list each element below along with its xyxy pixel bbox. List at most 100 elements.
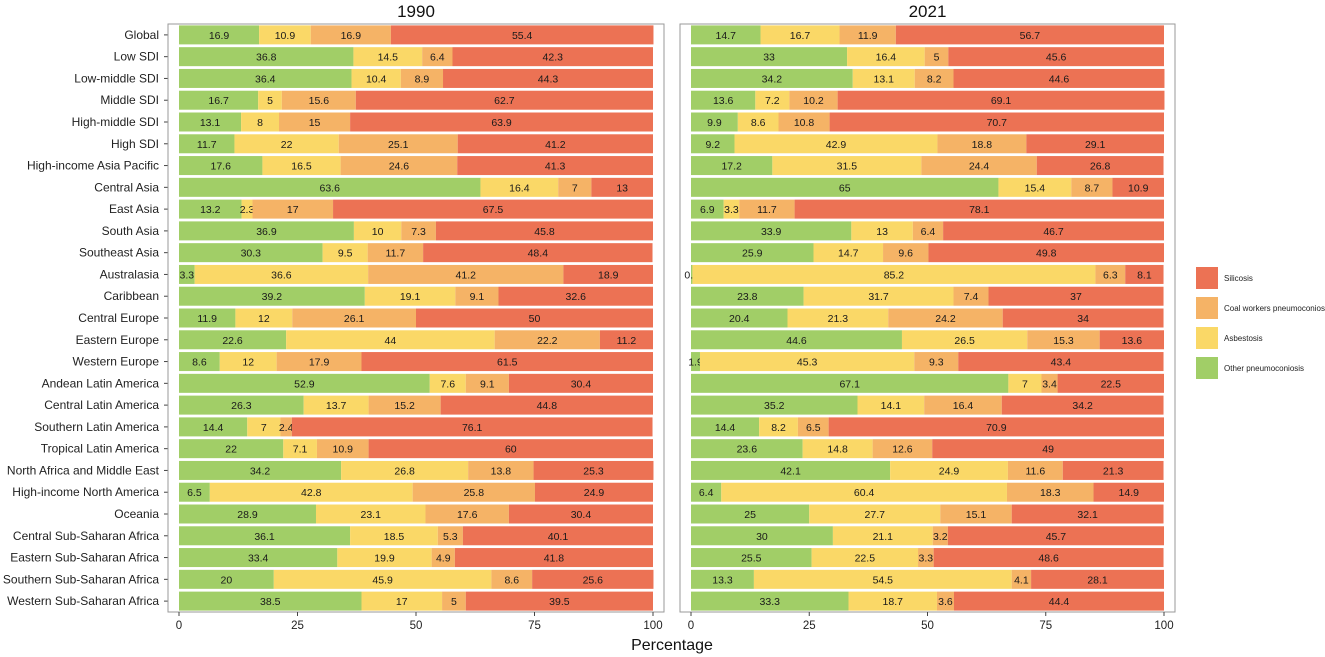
data-label: 7: [1022, 378, 1028, 390]
bar-1990-central-asia-asbestosis: [480, 177, 559, 197]
legend-swatch-other-pneumoconiosis: [1196, 357, 1218, 379]
data-label: 31.5: [837, 161, 858, 173]
bar-1990-central-latin-america-asbestosis: [303, 395, 369, 415]
bar-1990-north-africa-and-middle-east-silicosis: [533, 460, 654, 480]
category-labels: Global Low SDI Low-middle SDI Middle SDI Hig…: [3, 28, 168, 608]
bar-2021-southern-sub-saharan-africa-other-pneumoconiosis: [691, 569, 754, 589]
category-label-middle-sdi: Middle SDI: [100, 93, 159, 107]
data-label: 14.4: [203, 422, 224, 434]
bar-1990-central-sub-saharan-africa-coal-workers-pneumoconiosis: [437, 526, 463, 546]
bar-1990-middle-sdi-coal-workers-pneumoconiosis: [281, 90, 356, 110]
bar-1990-global-asbestosis: [259, 25, 311, 45]
bar-2021-southeast-asia-asbestosis: [813, 243, 884, 263]
bar-1990-caribbean-asbestosis: [364, 286, 456, 306]
x-tick-label: 100: [1154, 620, 1173, 632]
x-tick-label: 0: [688, 620, 694, 632]
bar-2021-southeast-asia-silicosis: [928, 243, 1164, 263]
data-label: 60: [505, 444, 517, 456]
bar-2021-australasia-asbestosis: [692, 264, 1096, 284]
data-label: 15.4: [1025, 182, 1046, 194]
data-label: 30: [756, 531, 768, 543]
bar-2021-eastern-sub-saharan-africa-asbestosis: [811, 548, 919, 568]
bar-1990-central-asia-coal-workers-pneumoconiosis: [558, 177, 592, 197]
bar-1990-tropical-latin-america-other-pneumoconiosis: [179, 439, 284, 459]
bar-1990-global-silicosis: [390, 25, 654, 45]
data-label: 16.7: [208, 95, 229, 107]
bar-2021-high-sdi-asbestosis: [734, 134, 938, 154]
bar-2021-oceania-silicosis: [1011, 504, 1164, 524]
data-label: 41.2: [456, 269, 477, 281]
data-label: 30.3: [241, 248, 262, 260]
category-label-central-sub-saharan-africa: Central Sub-Saharan Africa: [13, 529, 159, 543]
data-label: 69.1: [991, 95, 1012, 107]
bar-1990-central-sub-saharan-africa-silicosis: [462, 526, 653, 546]
data-label: 6.9: [700, 204, 715, 216]
data-label: 36.4: [255, 73, 276, 85]
bar-2021-western-sub-saharan-africa-other-pneumoconiosis: [691, 591, 849, 611]
data-label: 36.8: [256, 52, 277, 64]
bar-2021-east-asia-silicosis: [794, 199, 1164, 219]
bar-1990-oceania-silicosis: [508, 504, 653, 524]
data-label: 44: [385, 335, 397, 347]
bar-1990-south-asia-other-pneumoconiosis: [179, 221, 354, 241]
data-label: 13.1: [874, 73, 895, 85]
data-label: 30.4: [571, 509, 592, 521]
data-label: 2.4: [279, 422, 294, 434]
data-label: 85.2: [884, 269, 905, 281]
data-label: 3.2: [933, 531, 948, 543]
bar-1990-central-asia-silicosis: [591, 177, 653, 197]
bar-1990-low-sdi-coal-workers-pneumoconiosis: [422, 47, 453, 67]
data-label: 25: [744, 509, 756, 521]
data-label: 19.9: [374, 553, 395, 565]
data-label: 25.3: [583, 465, 604, 477]
bar-1990-middle-sdi-asbestosis: [258, 90, 282, 110]
bar-2021-caribbean-other-pneumoconiosis: [691, 286, 804, 306]
category-label-australasia: Australasia: [100, 267, 160, 281]
data-label: 14.7: [838, 248, 859, 260]
data-label: 42.3: [543, 52, 564, 64]
bar-2021-high-income-north-america-other-pneumoconiosis: [691, 482, 722, 502]
bar-1990-high-income-asia-pacific-asbestosis: [262, 156, 341, 176]
data-label: 7.3: [411, 226, 426, 238]
data-label: 56.7: [1020, 30, 1041, 42]
legend-label-other-pneumoconiosis: Other pneumoconiosis: [1224, 364, 1304, 373]
bar-1990-central-asia-other-pneumoconiosis: [179, 177, 481, 197]
bar-2021-central-asia-coal-workers-pneumoconiosis: [1071, 177, 1113, 197]
bar-1990-andean-latin-america-other-pneumoconiosis: [179, 373, 430, 393]
data-label: 39.2: [262, 291, 283, 303]
data-label: 8.1: [1137, 269, 1152, 281]
data-label: 14.9: [1119, 487, 1140, 499]
data-label: 13.8: [491, 465, 512, 477]
data-label: 63.9: [491, 117, 512, 129]
bar-1990-central-europe-asbestosis: [235, 308, 293, 328]
data-label: 7.4: [964, 291, 979, 303]
bar-2021-north-africa-and-middle-east-silicosis: [1062, 460, 1164, 480]
bar-1990-australasia-other-pneumoconiosis: [179, 264, 195, 284]
bar-1990-low-middle-sdi-coal-workers-pneumoconiosis: [400, 68, 444, 88]
bar-2021-high-income-asia-pacific-other-pneumoconiosis: [691, 156, 773, 176]
bar-2021-central-sub-saharan-africa-other-pneumoconiosis: [691, 526, 833, 546]
data-label: 13.6: [1122, 335, 1143, 347]
data-label: 22.6: [222, 335, 243, 347]
bar-2021-andean-latin-america-coal-workers-pneumoconiosis: [1041, 373, 1058, 393]
data-label: 15.2: [394, 400, 415, 412]
bar-1990-east-asia-silicosis: [333, 199, 653, 219]
data-label: 3.3: [724, 204, 739, 216]
bar-1990-eastern-europe-other-pneumoconiosis: [179, 330, 287, 350]
bar-1990-high-middle-sdi-asbestosis: [241, 112, 280, 132]
data-label: 34.2: [762, 73, 783, 85]
data-label: 62.7: [494, 95, 515, 107]
bar-1990-eastern-sub-saharan-africa-other-pneumoconiosis: [179, 548, 338, 568]
bar-2021-global-other-pneumoconiosis: [691, 25, 761, 45]
data-label: 27.7: [865, 509, 886, 521]
bar-1990-high-sdi-coal-workers-pneumoconiosis: [338, 134, 458, 154]
bar-2021-central-asia-other-pneumoconiosis: [691, 177, 999, 197]
data-label: 16.4: [876, 52, 897, 64]
data-label: 26.3: [231, 400, 252, 412]
data-label: 15.6: [309, 95, 330, 107]
bar-2021-high-sdi-coal-workers-pneumoconiosis: [937, 134, 1027, 154]
data-label: 23.8: [737, 291, 758, 303]
data-label: 36.6: [271, 269, 292, 281]
data-label: 42.8: [301, 487, 322, 499]
data-label: 15.3: [1053, 335, 1074, 347]
